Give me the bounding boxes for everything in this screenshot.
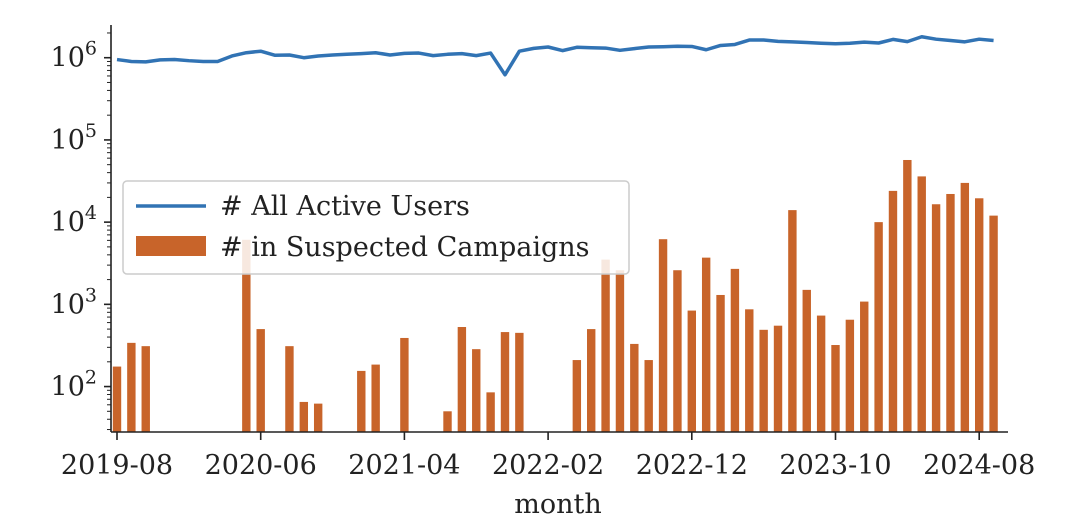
- bar-2022-10: [658, 239, 668, 432]
- y-tick-label-2: 102: [51, 367, 97, 403]
- bar-2020-10: [313, 403, 323, 432]
- bar-2019-10: [141, 346, 150, 432]
- bar-2021-12: [515, 332, 524, 432]
- bar-2023-08: [802, 289, 811, 432]
- bar-2024-03: [903, 159, 912, 433]
- y-tick-label-3: 103: [51, 284, 97, 320]
- bar-2022-05: [587, 329, 596, 432]
- bar-2024-02: [888, 190, 898, 432]
- legend-label-suspected-campaigns: # in Suspected Campaigns: [220, 232, 590, 263]
- bar-2023-11: [845, 319, 855, 432]
- bar-2020-06: [256, 329, 265, 432]
- x-tick-label-2022-02: 2022-02: [492, 450, 604, 481]
- bar-2022-07: [615, 270, 625, 432]
- bar-2019-09: [127, 342, 136, 432]
- x-tick-label-2019-08: 2019-08: [61, 450, 173, 481]
- bar-2023-03: [730, 268, 740, 432]
- line-layer: [116, 34, 994, 77]
- bar-2024-06: [946, 193, 955, 432]
- x-tick-label-2024-08: 2024-08: [923, 450, 1035, 481]
- bars-layer: [112, 159, 998, 433]
- bar-2022-08: [630, 343, 639, 432]
- legend-swatch-suspected-campaigns: [136, 236, 206, 256]
- x-axis-ticks: 2019-08 2020-06 2021-04 2022-02 2022-12 2023-…: [61, 432, 1035, 481]
- bar-2022-12: [687, 310, 696, 432]
- legend-frame: [122, 180, 630, 275]
- y-tick-label-6: 106: [51, 38, 97, 74]
- y-axis-ticks: 102 103 104 105 106: [51, 32, 111, 431]
- bar-2021-11: [500, 332, 510, 432]
- x-axis-label: month: [514, 489, 602, 520]
- bar-2024-04: [917, 176, 926, 432]
- bar-2022-11: [673, 270, 682, 432]
- bar-2024-09: [989, 215, 998, 432]
- bar-2022-04: [572, 360, 582, 432]
- bar-2024-01: [874, 222, 883, 432]
- bar-2023-04: [745, 309, 754, 432]
- bar-2021-10: [486, 392, 495, 432]
- x-tick-label-2020-06: 2020-06: [205, 450, 317, 481]
- bar-2019-08: [112, 366, 122, 432]
- bar-2023-10: [831, 345, 840, 432]
- bar-2022-09: [644, 360, 653, 432]
- bar-2023-05: [759, 329, 768, 432]
- line-all-active-users: [116, 34, 994, 77]
- bar-2023-07: [788, 210, 797, 432]
- bar-2020-09: [299, 401, 309, 432]
- bar-2023-02: [716, 294, 725, 432]
- bar-2020-08: [285, 346, 294, 432]
- bar-2021-09: [472, 349, 481, 432]
- y-tick-label-4: 104: [51, 202, 97, 238]
- bar-2023-09: [816, 315, 826, 432]
- bar-2023-01: [701, 257, 711, 432]
- bar-2024-07: [960, 182, 970, 432]
- bar-2021-07: [443, 411, 452, 432]
- x-tick-label-2022-12: 2022-12: [636, 450, 748, 481]
- bar-2024-05: [931, 204, 941, 432]
- y-tick-label-5: 105: [51, 120, 97, 156]
- bar-2023-12: [860, 301, 869, 432]
- legend: # All Active Users # in Suspected Campai…: [122, 180, 630, 275]
- bar-2022-06: [601, 259, 610, 432]
- x-tick-label-2023-10: 2023-10: [779, 450, 891, 481]
- legend-label-all-active-users: # All Active Users: [220, 191, 470, 222]
- bar-2021-02: [371, 364, 380, 432]
- bar-2021-08: [457, 327, 467, 432]
- bar-2021-04: [400, 337, 409, 432]
- bar-2020-05: [242, 239, 251, 432]
- x-tick-label-2021-04: 2021-04: [348, 450, 460, 481]
- bar-2024-08: [975, 198, 984, 432]
- bar-2023-06: [773, 325, 783, 432]
- bar-2021-01: [357, 370, 366, 432]
